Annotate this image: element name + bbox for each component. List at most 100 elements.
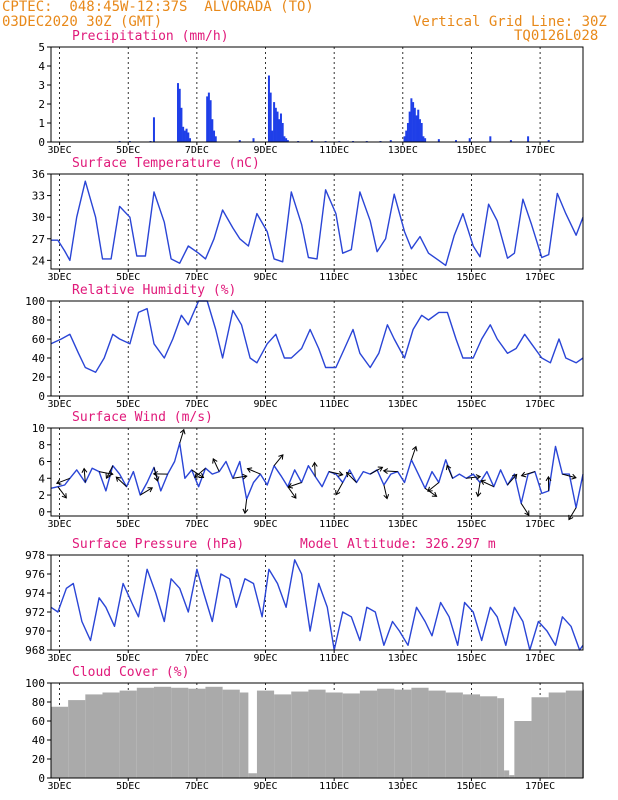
precip-bar <box>178 88 181 142</box>
wind-arrow <box>466 474 482 480</box>
wind-arrow <box>287 482 302 489</box>
precip-bar <box>273 102 276 142</box>
precip-y-tick-label: 3 <box>38 79 45 92</box>
cloud-bar <box>428 690 446 778</box>
precip-bar <box>420 123 423 142</box>
wind-arrow <box>369 466 384 475</box>
cloud-y-tick-label: 60 <box>32 715 45 728</box>
precip-bar <box>413 107 416 142</box>
cloud-plot-frame <box>50 682 584 779</box>
precip-bar <box>238 140 241 142</box>
cloud-bar <box>514 721 532 778</box>
temperature-y-tick-label: 30 <box>32 211 45 224</box>
header-model-code: TQ0126L028 <box>514 28 599 44</box>
pressure-line <box>50 559 584 651</box>
precip-bar <box>278 119 281 142</box>
header-location-line: CPTEC: 048:45W-12:37S ALVORADA (TO) <box>2 0 314 15</box>
temperature-y-tick-label: 33 <box>32 190 45 203</box>
precip-y-tick-label: 4 <box>38 60 45 73</box>
precip-bar <box>267 75 270 142</box>
wind-arrow <box>242 499 249 515</box>
chart-header: CPTEC: 048:45W-12:37S ALVORADA (TO) 03DE… <box>0 0 618 44</box>
pressure-x-tick-label: 11DEC <box>319 653 349 664</box>
cloud-bar <box>509 775 515 778</box>
cloud-panel: 0 20 40 60 80 100 3DEC 5DEC 7DEC 9DEC 11DEC 13DEC 15… <box>25 665 584 792</box>
cloud-bar <box>274 694 292 778</box>
precip-bar <box>279 113 282 142</box>
wind-arrow <box>115 476 127 488</box>
pressure-x-tick-label: 3DEC <box>48 653 72 664</box>
pressure-plot-frame <box>50 554 584 651</box>
cloud-bar <box>102 692 120 778</box>
wind-line <box>50 442 584 509</box>
wind-arrow <box>480 479 494 488</box>
cloud-bar <box>68 700 86 778</box>
wind-arrow <box>98 470 114 477</box>
precip-bar <box>422 136 425 142</box>
cloud-bar <box>445 692 463 778</box>
temperature-title: Surface Temperature (nC) <box>72 156 260 171</box>
cloud-bar <box>462 694 481 778</box>
wind-y-tick-label: 6 <box>38 456 45 469</box>
wind-x-tick-label: 5DEC <box>116 519 140 530</box>
humidity-plot-frame <box>50 300 584 397</box>
precip-bar <box>176 83 179 142</box>
precip-y-tick-label: 5 <box>38 41 45 54</box>
pressure-x-tick-label: 15DEC <box>456 653 486 664</box>
precip-bar <box>310 140 313 142</box>
temperature-y-tick-label: 27 <box>32 233 45 246</box>
precip-bar <box>286 140 289 142</box>
header-date-line: 03DEC2020 30Z (GMT) <box>2 14 163 30</box>
cloud-y-tick-label: 0 <box>38 772 45 785</box>
precip-bar <box>468 138 471 142</box>
wind-arrow <box>273 454 284 467</box>
precip-bar <box>213 130 216 142</box>
wind-x-tick-label: 11DEC <box>319 519 349 530</box>
precip-bar <box>403 136 406 142</box>
cloud-x-tick-label: 3DEC <box>48 781 72 792</box>
wind-arrow <box>562 473 577 480</box>
wind-arrow <box>568 507 577 521</box>
cloud-y-tick-label: 20 <box>32 753 45 766</box>
wind-arrow <box>311 461 318 477</box>
cloud-x-tick-label: 15DEC <box>456 781 486 792</box>
wind-arrow <box>139 487 154 496</box>
precip-x-tick-label: 11DEC <box>319 145 349 156</box>
cloud-title: Cloud Cover (%) <box>72 665 189 680</box>
humidity-panel: 0 20 40 60 80 100 3DEC 5DEC 7DEC 9DEC 11DEC 13DEC 15… <box>25 283 584 410</box>
humidity-x-tick-label: 15DEC <box>456 399 486 410</box>
wind-arrow <box>246 467 261 475</box>
precip-bar <box>276 111 279 142</box>
precip-bar <box>405 130 408 142</box>
humidity-x-tick-label: 3DEC <box>48 399 72 410</box>
precip-bar <box>269 92 272 142</box>
cloud-x-tick-label: 13DEC <box>388 781 418 792</box>
precip-bar <box>274 107 277 142</box>
cloud-bar <box>565 690 583 778</box>
wind-y-tick-label: 2 <box>38 489 45 502</box>
cloud-x-tick-label: 11DEC <box>319 781 349 792</box>
temperature-x-tick-label: 13DEC <box>388 272 418 283</box>
wind-arrow <box>191 469 205 479</box>
precip-y-tick-label: 1 <box>38 117 45 130</box>
wind-x-tick-label: 9DEC <box>253 519 277 530</box>
temperature-x-tick-label: 11DEC <box>319 272 349 283</box>
wind-x-tick-label: 13DEC <box>388 519 418 530</box>
temperature-x-tick-label: 7DEC <box>185 272 209 283</box>
humidity-y-tick-label: 100 <box>25 295 45 308</box>
wind-arrow <box>212 458 220 472</box>
wind-arrow <box>287 486 297 499</box>
wind-arrow <box>81 467 88 483</box>
temperature-line <box>51 180 584 267</box>
cloud-bar <box>480 696 498 778</box>
cloud-bar <box>497 698 505 778</box>
precip-bar <box>207 92 210 142</box>
cloud-bar <box>411 687 429 778</box>
cloud-bar <box>504 770 510 778</box>
wind-x-tick-label: 3DEC <box>48 519 72 530</box>
precip-bar <box>281 123 284 142</box>
pressure-x-tick-label: 17DEC <box>525 653 555 664</box>
cloud-y-tick-label: 80 <box>32 696 45 709</box>
wind-arrow <box>520 503 530 516</box>
pressure-x-tick-label: 5DEC <box>116 653 140 664</box>
